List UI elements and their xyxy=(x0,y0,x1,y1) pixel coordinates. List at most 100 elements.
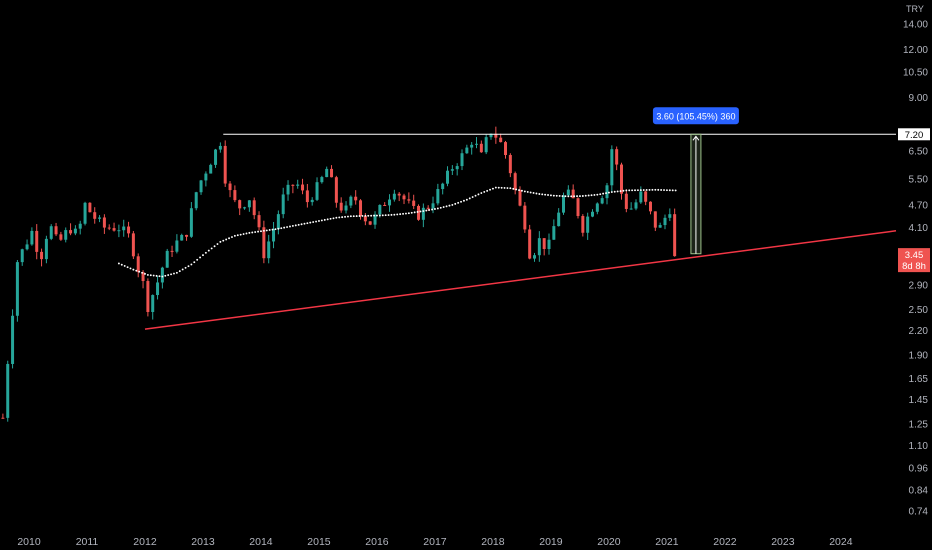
ma-point xyxy=(654,188,657,191)
ma-point xyxy=(570,195,573,198)
current-price-label: 3.45 xyxy=(905,250,924,261)
ma-point xyxy=(451,203,454,206)
ma-point xyxy=(370,214,373,217)
ma-point xyxy=(642,189,645,191)
candle xyxy=(571,184,575,199)
candle xyxy=(450,165,454,175)
y-tick-label: 0.74 xyxy=(909,507,929,518)
candle xyxy=(223,140,227,187)
candle xyxy=(392,189,396,202)
x-tick-label: 2012 xyxy=(133,536,157,548)
ma-point xyxy=(132,268,135,271)
support-trendline[interactable] xyxy=(144,230,897,330)
candle xyxy=(146,278,150,317)
candle xyxy=(349,195,353,209)
ma-point xyxy=(413,211,416,214)
ma-point xyxy=(376,214,378,217)
ma-point xyxy=(651,188,654,191)
candle xyxy=(214,148,218,168)
candle xyxy=(194,191,198,211)
ma-point xyxy=(187,265,190,268)
ma-point xyxy=(167,274,170,276)
ma-point xyxy=(668,189,671,192)
candle xyxy=(305,183,309,208)
ma-point xyxy=(344,215,347,218)
ma-point xyxy=(181,268,184,271)
ma-point xyxy=(271,228,274,231)
ma-point xyxy=(199,256,202,259)
candle xyxy=(446,166,450,187)
ma-point xyxy=(286,226,289,229)
bar-countdown-label: 8d 8h xyxy=(902,261,926,272)
candle xyxy=(499,133,503,143)
candle xyxy=(315,177,319,202)
candle xyxy=(634,199,638,211)
ma-point xyxy=(242,233,245,235)
ma-point xyxy=(573,195,576,198)
ma-point xyxy=(283,226,286,229)
candle xyxy=(354,190,358,205)
ma-point xyxy=(532,192,535,194)
candle xyxy=(252,197,256,220)
ma-point xyxy=(402,212,405,215)
ma-point xyxy=(207,249,210,252)
ma-point xyxy=(164,274,167,277)
ma-point xyxy=(309,221,312,224)
ma-point xyxy=(564,195,567,198)
x-tick-label: 2023 xyxy=(771,536,795,548)
ma-point xyxy=(515,188,518,191)
ma-point xyxy=(268,229,271,231)
ma-point xyxy=(355,215,358,218)
candle xyxy=(25,239,29,251)
ma-point xyxy=(477,193,480,196)
candle xyxy=(54,222,58,237)
candle xyxy=(610,145,614,193)
ma-point xyxy=(593,193,596,196)
candle xyxy=(136,253,140,278)
ma-point xyxy=(152,274,155,277)
ma-point xyxy=(660,189,663,191)
ma-point xyxy=(671,189,674,192)
candle xyxy=(131,230,135,260)
candle xyxy=(591,209,594,218)
ma-point xyxy=(555,194,558,197)
candle xyxy=(286,180,290,201)
ma-point xyxy=(605,192,607,195)
ma-point xyxy=(262,229,265,232)
candle xyxy=(668,208,672,222)
candle xyxy=(513,171,517,195)
candle xyxy=(170,245,174,257)
candle xyxy=(175,234,179,254)
ma-point xyxy=(303,222,306,225)
ma-point xyxy=(155,274,158,277)
ma-point xyxy=(486,189,489,192)
candle xyxy=(566,185,570,197)
y-axis[interactable]: TRY 14.00 12.00 10.50 9.00 6.50 5.50 4.70 4.10 2… xyxy=(903,4,928,518)
ma-point xyxy=(184,266,187,269)
ma-point xyxy=(625,189,628,192)
candle xyxy=(330,165,334,178)
y-tick-label: 9.00 xyxy=(909,93,929,104)
ma-point xyxy=(462,199,465,202)
price-range-measure[interactable]: 3.60 (105.45%) 360 xyxy=(652,107,739,255)
ma-point xyxy=(634,189,636,192)
x-tick-label: 2024 xyxy=(829,536,853,548)
candle xyxy=(644,190,648,206)
ma-point xyxy=(329,217,332,220)
ma-point xyxy=(312,221,315,224)
candle xyxy=(484,134,488,155)
candle xyxy=(6,360,10,422)
x-axis[interactable]: 2010 2011 2012 2013 2014 2015 2016 2017 2018 2019… xyxy=(17,536,852,548)
ma-point xyxy=(373,214,376,217)
candle xyxy=(605,182,609,205)
y-tick-label: 1.10 xyxy=(909,441,929,452)
candle xyxy=(49,224,53,241)
candle xyxy=(160,266,164,289)
measure-arrow-head xyxy=(692,135,700,141)
ma-point xyxy=(587,194,590,197)
candle xyxy=(339,197,343,213)
ma-point xyxy=(239,233,242,236)
ma-point xyxy=(494,186,497,189)
ma-point xyxy=(526,190,529,193)
